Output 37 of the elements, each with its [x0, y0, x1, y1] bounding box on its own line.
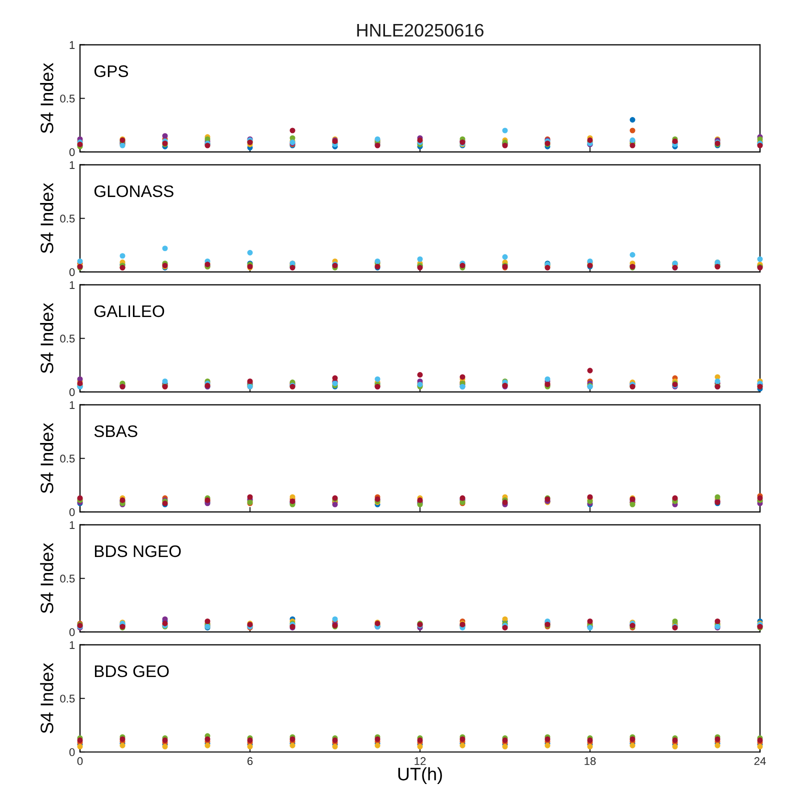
y-axis-title: S4 Index — [40, 62, 54, 134]
y-tick-label: 0.5 — [60, 694, 75, 703]
y-tick-label: 1 — [70, 521, 75, 529]
y-tick-label: 0 — [69, 508, 75, 516]
y-tick-label: 1 — [70, 281, 75, 289]
x-tick-label: 12 — [414, 757, 426, 765]
annotation: BDS GEO — [94, 665, 169, 678]
annotation: GALILEO — [94, 305, 164, 318]
x-tick-label: 6 — [247, 757, 253, 766]
y-tick-label: 1 — [70, 401, 75, 409]
x-tick-label: 18 — [584, 757, 596, 766]
y-tick-label: 1 — [70, 161, 75, 169]
y-tick-label: 0 — [69, 748, 75, 756]
annotation: SBAS — [94, 425, 138, 438]
y-tick-label: 1 — [70, 641, 75, 649]
y-tick-label: 0.5 — [60, 454, 75, 463]
y-axis-title: S4 Index — [40, 302, 54, 374]
annotation: BDS NGEO — [94, 545, 181, 558]
y-axis-title: S4 Index — [40, 542, 54, 614]
annotation: GLONASS — [94, 185, 174, 198]
y-tick-label: 0 — [69, 268, 75, 276]
y-tick-label: 1 — [70, 41, 75, 49]
y-axis-title: S4 Index — [40, 182, 54, 254]
y-tick-label: 0 — [69, 388, 75, 396]
y-axis-title: S4 Index — [40, 422, 54, 494]
y-axis-title: S4 Index — [40, 662, 54, 734]
y-tick-label: 0 — [69, 148, 75, 156]
x-tick-label: 0 — [77, 757, 83, 766]
y-tick-label: 0.5 — [60, 334, 75, 343]
y-tick-label: 0 — [69, 628, 75, 636]
annotation: GPS — [94, 65, 128, 78]
x-tick-label: 24 — [754, 757, 766, 765]
y-tick-label: 0.5 — [60, 574, 75, 583]
y-tick-label: 0.5 — [60, 214, 75, 223]
chart-title: HNLE20250616 — [357, 24, 484, 37]
y-tick-label: 0.5 — [60, 94, 75, 103]
x-axis-title: UT(h) — [398, 767, 442, 784]
